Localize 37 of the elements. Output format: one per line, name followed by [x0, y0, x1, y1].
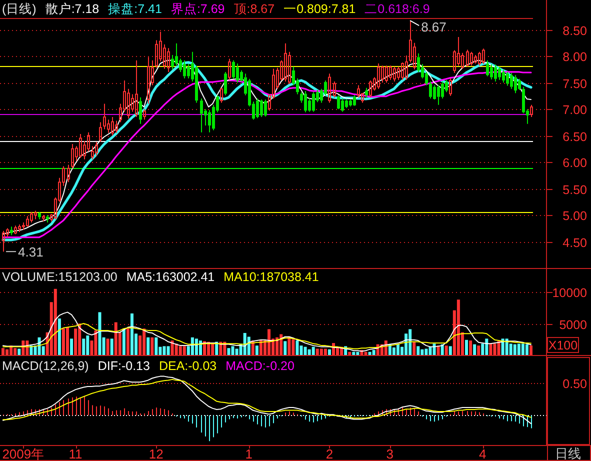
text: 操盘:7.41 — [108, 2, 162, 16]
chart-title: VOLUME:151203.00 — [2, 270, 118, 284]
x-tick-label: 4 — [479, 446, 486, 461]
text: 0.50 — [562, 377, 588, 391]
x-tick-label: 11 — [68, 446, 82, 461]
x-tick-label: 2009年 — [2, 446, 44, 461]
y-tick-label: 6.00 — [562, 156, 588, 170]
y-tick-label: 8.50 — [562, 24, 588, 38]
text: 散户:7.18 — [45, 2, 100, 16]
series-label: DIF:-0.13 — [98, 359, 150, 373]
text: MACD:-0.20 — [226, 359, 294, 373]
x-axis-title: 日线 — [555, 446, 581, 461]
y-tick-label: 5.50 — [562, 183, 588, 197]
y-tick-label: 7.00 — [562, 103, 588, 117]
y-tick-label: 5000 — [559, 318, 588, 332]
annotation: 8.67 — [421, 20, 446, 35]
text: 界点:7.69 — [170, 2, 225, 16]
text: MA5:163002.41 — [126, 270, 215, 284]
text: MA10:187038.41 — [224, 270, 319, 284]
y-tick-label: 7.50 — [562, 77, 588, 91]
ref-line-label: 二0.618:6.9 — [364, 2, 430, 16]
y-tick-label: 10000 — [552, 286, 588, 300]
chart-title: MACD(12,26,9) — [2, 359, 89, 373]
series-label: DEA:-0.03 — [158, 359, 217, 373]
ref-line-label: 一0.809:7.81 — [284, 2, 356, 16]
annotation: 4.31 — [18, 244, 44, 260]
x-tick-label: 2 — [326, 446, 334, 461]
text: 顶:8.67 — [234, 2, 275, 16]
x-tick-label: 12 — [148, 446, 164, 461]
chart-title: (日线) — [2, 2, 36, 16]
y-axis-title: X100 — [548, 338, 578, 352]
y-tick-label: 5.00 — [562, 209, 588, 223]
y-tick-label: 4.50 — [562, 236, 588, 250]
y-tick-label: 6.50 — [562, 130, 588, 144]
x-tick-label: 1 — [245, 446, 252, 461]
x-tick-label: 3 — [386, 446, 394, 461]
y-tick-label: 8.00 — [562, 50, 588, 64]
